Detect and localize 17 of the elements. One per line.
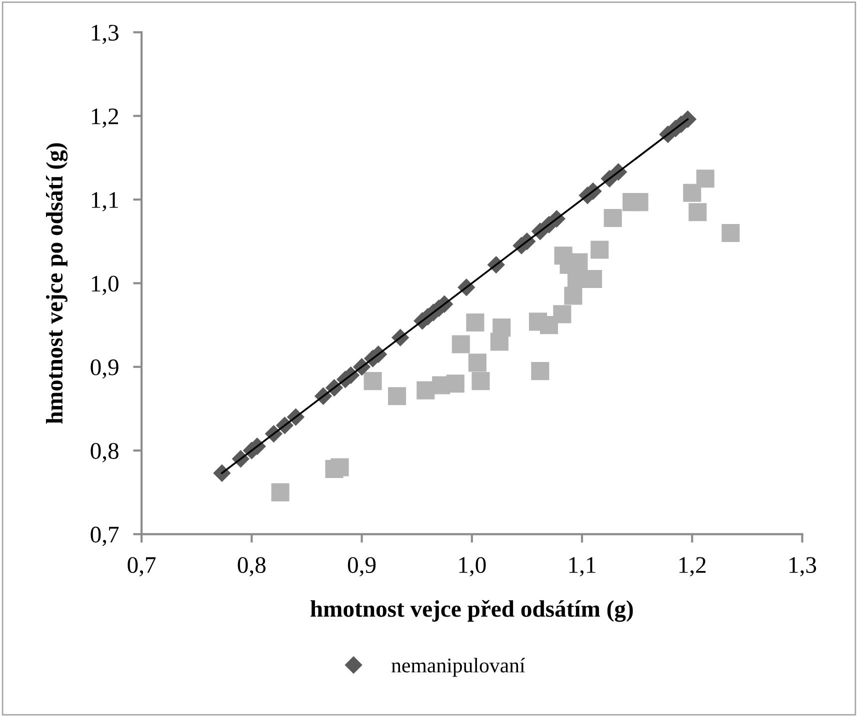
y-tick-label: 0,8	[90, 443, 118, 462]
y-tick-label: 1,1	[92, 192, 118, 212]
x-tick-label: 0,7	[128, 557, 156, 576]
x-tick-label: 0,9	[348, 557, 376, 576]
legend-label: nemanipulovaní	[392, 658, 526, 677]
y-tick-label: 0,9	[90, 359, 118, 379]
y-tick-label: 1,2	[92, 108, 118, 128]
x-tick-label: 1,1	[569, 557, 596, 576]
y-tick-label: 1,3	[92, 24, 118, 44]
y-axis-title: hmotnost vejce po odsátí (g)	[46, 143, 68, 424]
y-tick-label: 0,7	[90, 526, 119, 546]
x-tick-label: 1,2	[679, 557, 706, 576]
x-tick-label: 1,0	[459, 557, 486, 576]
y-tick-label: 1,0	[92, 276, 118, 296]
x-tick-label: 0,8	[238, 557, 266, 576]
x-tick-label: 1,3	[790, 557, 816, 576]
x-axis-title: hmotnost vejce před odsátím (g)	[310, 600, 633, 622]
